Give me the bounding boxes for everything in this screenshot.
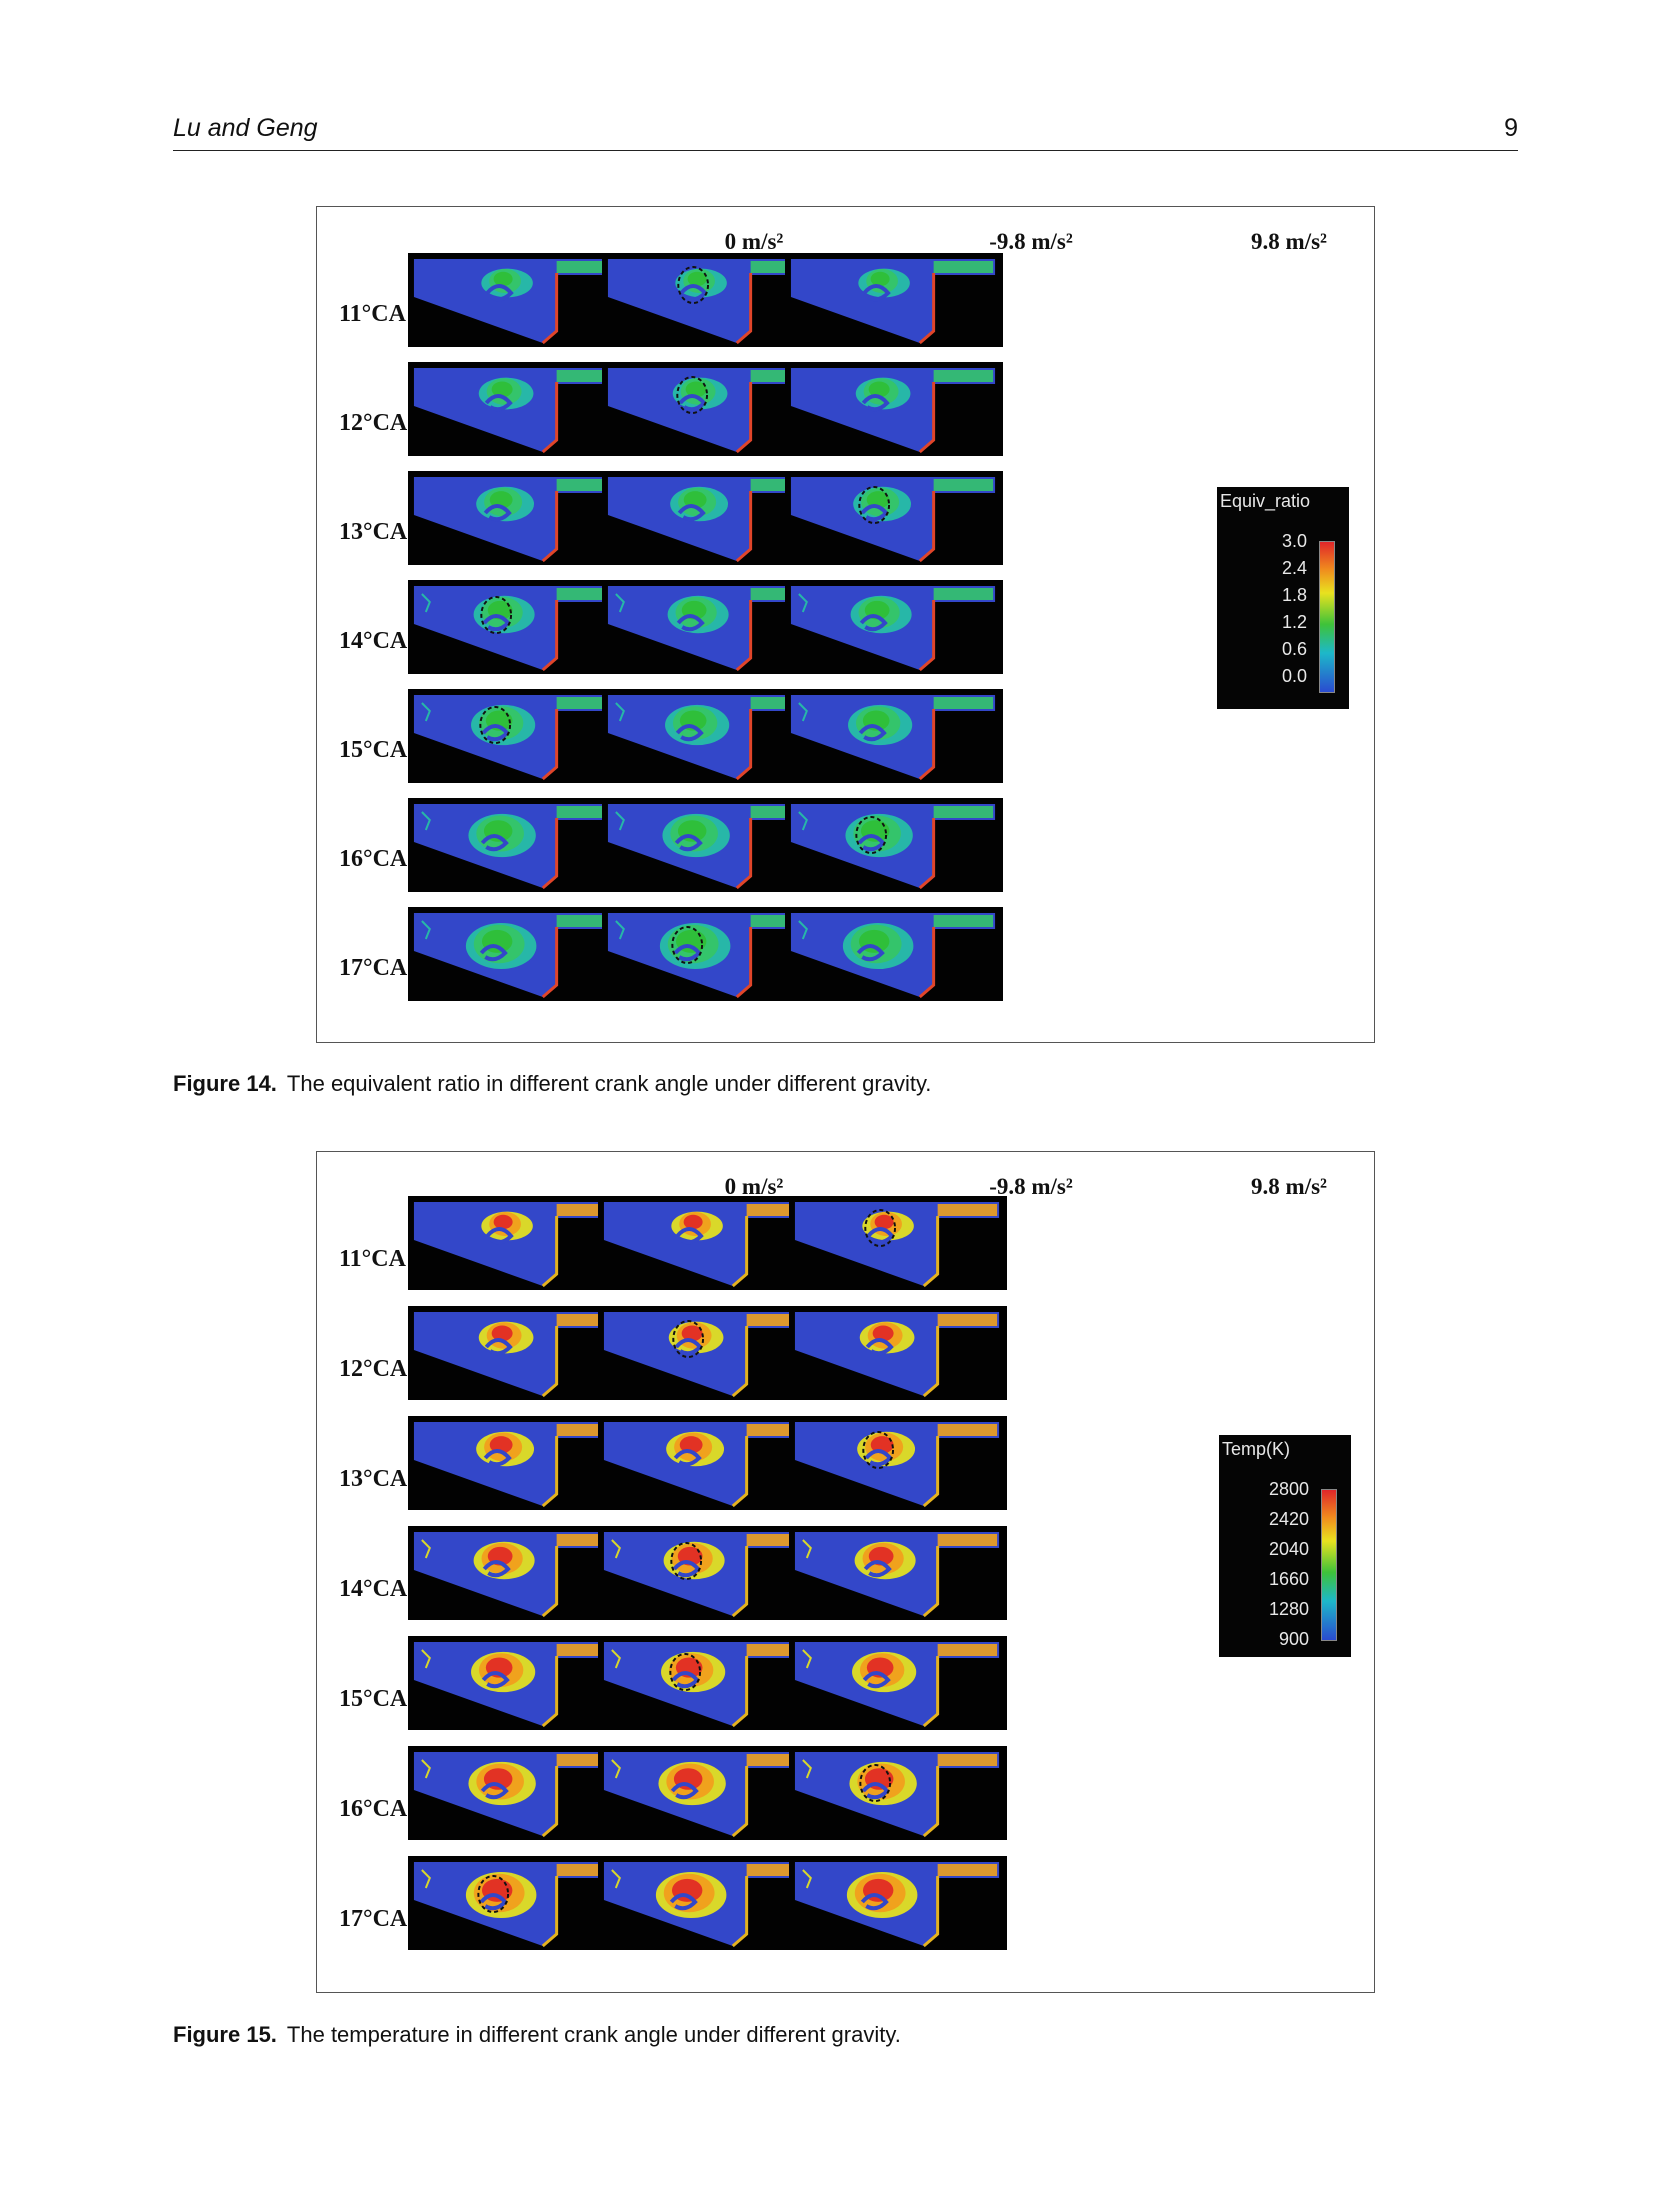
legend-tick: 3.0	[1281, 531, 1307, 551]
contour-panel-row2-neg-gravity	[602, 362, 820, 456]
contour-panel-row6-neg-gravity	[598, 1746, 816, 1840]
row-label-15ca: 15°CA	[339, 737, 408, 763]
legend-colorbar	[1321, 1489, 1337, 1641]
running-head-authors: Lu and Geng	[173, 114, 318, 142]
legend-tick: 2800	[1268, 1479, 1309, 1499]
legend-tick: 900	[1278, 1629, 1309, 1649]
legend-tick: 1.8	[1281, 585, 1307, 605]
contour-panel-row5-neg-gravity	[598, 1636, 816, 1730]
temperature-legend: Temp(K) 2800 2420 2040 1660 1280 900	[1219, 1435, 1351, 1657]
contour-panel-row4-0g	[408, 1526, 626, 1620]
contour-panel-row1-0g	[408, 1196, 626, 1290]
contour-panel-row7-neg-gravity	[602, 907, 820, 1001]
contour-panel-row4-pos-gravity	[785, 580, 1003, 674]
contour-panel-row3-0g	[408, 1416, 626, 1510]
caption-text: The equivalent ratio in different crank …	[286, 1071, 932, 1096]
row-label-12ca: 12°CA	[339, 410, 408, 436]
row-label-13ca: 13°CA	[339, 1466, 408, 1492]
row-label-12ca: 12°CA	[339, 1356, 408, 1382]
figure-14-caption: Figure 14. The equivalent ratio in differ…	[173, 1071, 931, 1097]
contour-panel-row2-pos-gravity	[785, 362, 1003, 456]
row-label-16ca: 16°CA	[339, 1796, 408, 1822]
contour-panel-row1-neg-gravity	[598, 1196, 816, 1290]
legend-tick: 0.0	[1281, 666, 1307, 686]
contour-panel-row5-pos-gravity	[785, 689, 1003, 783]
row-label-14ca: 14°CA	[339, 628, 408, 654]
contour-panel-row6-pos-gravity	[789, 1746, 1007, 1840]
running-head: Lu and Geng 9	[173, 110, 1518, 151]
contour-panel-row1-0g	[408, 253, 626, 347]
figure-15: 0 m/s² -9.8 m/s² 9.8 m/s² 11°CA 12°CA 13…	[316, 1151, 1375, 1993]
contour-panel-row5-0g	[408, 1636, 626, 1730]
page-number: 9	[1504, 114, 1518, 142]
contour-panel-row4-0g	[408, 580, 626, 674]
contour-panel-row6-0g	[408, 1746, 626, 1840]
equiv-ratio-legend: Equiv_ratio 3.0 2.4 1.8 1.2 0.6 0.0	[1217, 487, 1349, 709]
row-label-17ca: 17°CA	[339, 1906, 408, 1932]
figure-15-caption: Figure 15. The temperature in different c…	[173, 2022, 901, 2048]
row-label-16ca: 16°CA	[339, 846, 408, 872]
contour-panel-row1-neg-gravity	[602, 253, 820, 347]
column-header-0g: 0 m/s²	[724, 229, 784, 254]
column-header-0g: 0 m/s²	[724, 1174, 784, 1199]
contour-panel-row5-0g	[408, 689, 626, 783]
row-label-11ca: 11°CA	[339, 301, 406, 327]
caption-label: Figure 14.	[173, 1071, 277, 1096]
legend-tick: 1280	[1268, 1599, 1309, 1619]
contour-panel-row3-pos-gravity	[785, 471, 1003, 565]
contour-panel-row6-pos-gravity	[785, 798, 1003, 892]
contour-panel-row4-neg-gravity	[598, 1526, 816, 1620]
row-label-15ca: 15°CA	[339, 1686, 408, 1712]
row-label-17ca: 17°CA	[339, 955, 408, 981]
legend-tick: 2420	[1268, 1509, 1309, 1529]
contour-panel-row1-pos-gravity	[785, 253, 1003, 347]
legend-title: Temp(K)	[1222, 1439, 1291, 1459]
row-label-11ca: 11°CA	[339, 1246, 406, 1272]
contour-panel-row3-neg-gravity	[598, 1416, 816, 1510]
row-label-14ca: 14°CA	[339, 1576, 408, 1602]
legend-tick: 0.6	[1281, 639, 1307, 659]
contour-panel-row6-0g	[408, 798, 626, 892]
contour-panel-row5-pos-gravity	[789, 1636, 1007, 1730]
contour-panel-row2-neg-gravity	[598, 1306, 816, 1400]
contour-panel-row2-0g	[408, 362, 626, 456]
legend-tick: 1.2	[1281, 612, 1307, 632]
contour-panel-row3-neg-gravity	[602, 471, 820, 565]
caption-text: The temperature in different crank angle…	[286, 2022, 901, 2047]
contour-panel-row7-0g	[408, 1856, 626, 1950]
column-header-pos-gravity: 9.8 m/s²	[1251, 1174, 1327, 1199]
contour-panel-row7-pos-gravity	[789, 1856, 1007, 1950]
caption-label: Figure 15.	[173, 2022, 277, 2047]
contour-panel-row4-pos-gravity	[789, 1526, 1007, 1620]
legend-title: Equiv_ratio	[1220, 491, 1311, 511]
contour-panel-row3-0g	[408, 471, 626, 565]
contour-panel-row3-pos-gravity	[789, 1416, 1007, 1510]
contour-panel-row5-neg-gravity	[602, 689, 820, 783]
contour-panel-row7-pos-gravity	[785, 907, 1003, 1001]
figure-14: 0 m/s² -9.8 m/s² 9.8 m/s² 11°CA 12°CA 13…	[316, 206, 1375, 1043]
column-header-neg-gravity: -9.8 m/s²	[989, 1174, 1073, 1199]
legend-tick: 2.4	[1281, 558, 1307, 578]
contour-panel-row2-pos-gravity	[789, 1306, 1007, 1400]
row-label-13ca: 13°CA	[339, 519, 408, 545]
contour-panel-row7-0g	[408, 907, 626, 1001]
column-header-pos-gravity: 9.8 m/s²	[1251, 229, 1327, 254]
contour-panel-row2-0g	[408, 1306, 626, 1400]
contour-panel-row1-pos-gravity	[789, 1196, 1007, 1290]
legend-colorbar	[1319, 541, 1335, 693]
contour-panel-row4-neg-gravity	[602, 580, 820, 674]
legend-tick: 1660	[1268, 1569, 1309, 1589]
contour-panel-row7-neg-gravity	[598, 1856, 816, 1950]
column-header-neg-gravity: -9.8 m/s²	[989, 229, 1073, 254]
legend-tick: 2040	[1268, 1539, 1309, 1559]
